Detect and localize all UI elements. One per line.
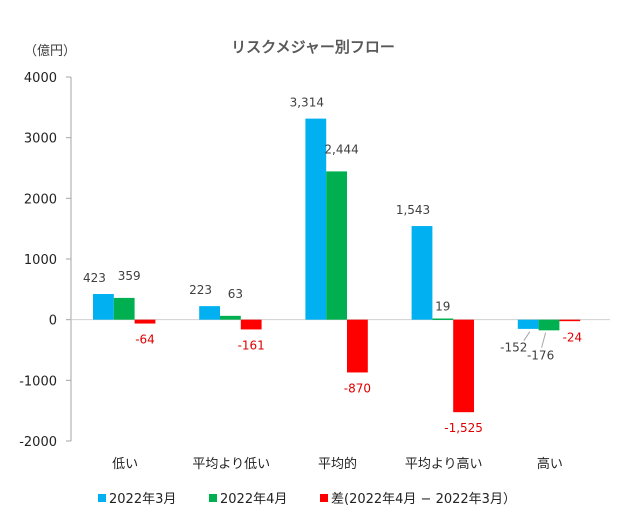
category-labels: 低い 平均より低い 平均的 平均より高い 高い (112, 456, 563, 472)
bar-april (538, 319, 560, 331)
y-tick-label: -1000 (19, 374, 57, 389)
y-tick-label: 4000 (24, 71, 57, 86)
y-tick-label: 1000 (24, 253, 57, 268)
category-label: 平均的 (318, 456, 357, 472)
data-label: 19 (435, 300, 450, 314)
bar-march (411, 226, 433, 320)
chart-title: リスクメジャー別フロー (231, 38, 395, 56)
data-label: 2,444 (324, 142, 358, 156)
data-labels: 423 359 -64 223 63 -161 3,314 2,444 -870 1,543 19 -… (83, 96, 582, 436)
data-label: 1,543 (396, 203, 430, 217)
category-label: 平均より低い (192, 457, 270, 472)
legend-swatch (209, 494, 217, 502)
data-label: -176 (527, 349, 554, 363)
legend-item: 差(2022年4月 − 2022年3月） (320, 492, 516, 507)
bar-april (432, 318, 454, 321)
legend-label: 差(2022年4月 − 2022年3月） (331, 492, 516, 507)
axes: 4000 3000 2000 1000 0 -1000 -2000 (19, 71, 610, 450)
data-label: 63 (228, 287, 243, 301)
data-label: 223 (189, 283, 212, 297)
bar-march (199, 306, 220, 320)
bar-march (517, 319, 539, 329)
data-label: -870 (344, 381, 371, 395)
legend-item: 2022年3月 (98, 492, 176, 507)
data-label: 423 (83, 271, 106, 285)
bar-april (326, 171, 347, 320)
data-label: -24 (563, 331, 583, 345)
data-label: 3,314 (290, 96, 324, 110)
bar-april (113, 297, 135, 320)
legend: 2022年3月 2022年4月 差(2022年4月 − 2022年3月） (98, 492, 516, 507)
legend-swatch (98, 494, 106, 502)
bar-difference (347, 319, 368, 373)
bar-difference (453, 319, 474, 413)
bar-difference (240, 319, 262, 330)
y-tick-label: 2000 (24, 192, 57, 207)
leader-line (523, 331, 531, 341)
legend-item: 2022年4月 (209, 492, 287, 507)
y-axis-unit-label: （億円） (24, 43, 76, 59)
data-label: -152 (500, 341, 527, 355)
category-label: 高い (537, 456, 563, 472)
category-label: 低い (112, 457, 138, 472)
legend-swatch (320, 494, 328, 502)
bar-difference (134, 319, 156, 324)
y-tick-label: 0 (49, 314, 57, 329)
y-tick-label: -2000 (19, 435, 57, 450)
bar-april (220, 315, 241, 320)
legend-label: 2022年4月 (220, 492, 287, 507)
legend-label: 2022年3月 (109, 492, 176, 507)
bars (93, 118, 581, 413)
bar-march (305, 118, 327, 320)
data-label: 359 (118, 269, 141, 283)
bar-march (93, 294, 114, 320)
leader-line (541, 332, 547, 348)
data-label: -161 (238, 338, 265, 352)
y-tick-label: 3000 (24, 132, 57, 147)
category-label: 平均より高い (405, 456, 483, 472)
data-label: -1,525 (444, 421, 483, 435)
data-label: -64 (135, 333, 155, 347)
bar-difference (559, 319, 581, 322)
